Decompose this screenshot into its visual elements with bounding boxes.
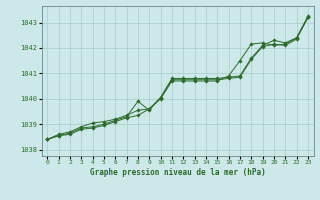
X-axis label: Graphe pression niveau de la mer (hPa): Graphe pression niveau de la mer (hPa) — [90, 168, 266, 177]
